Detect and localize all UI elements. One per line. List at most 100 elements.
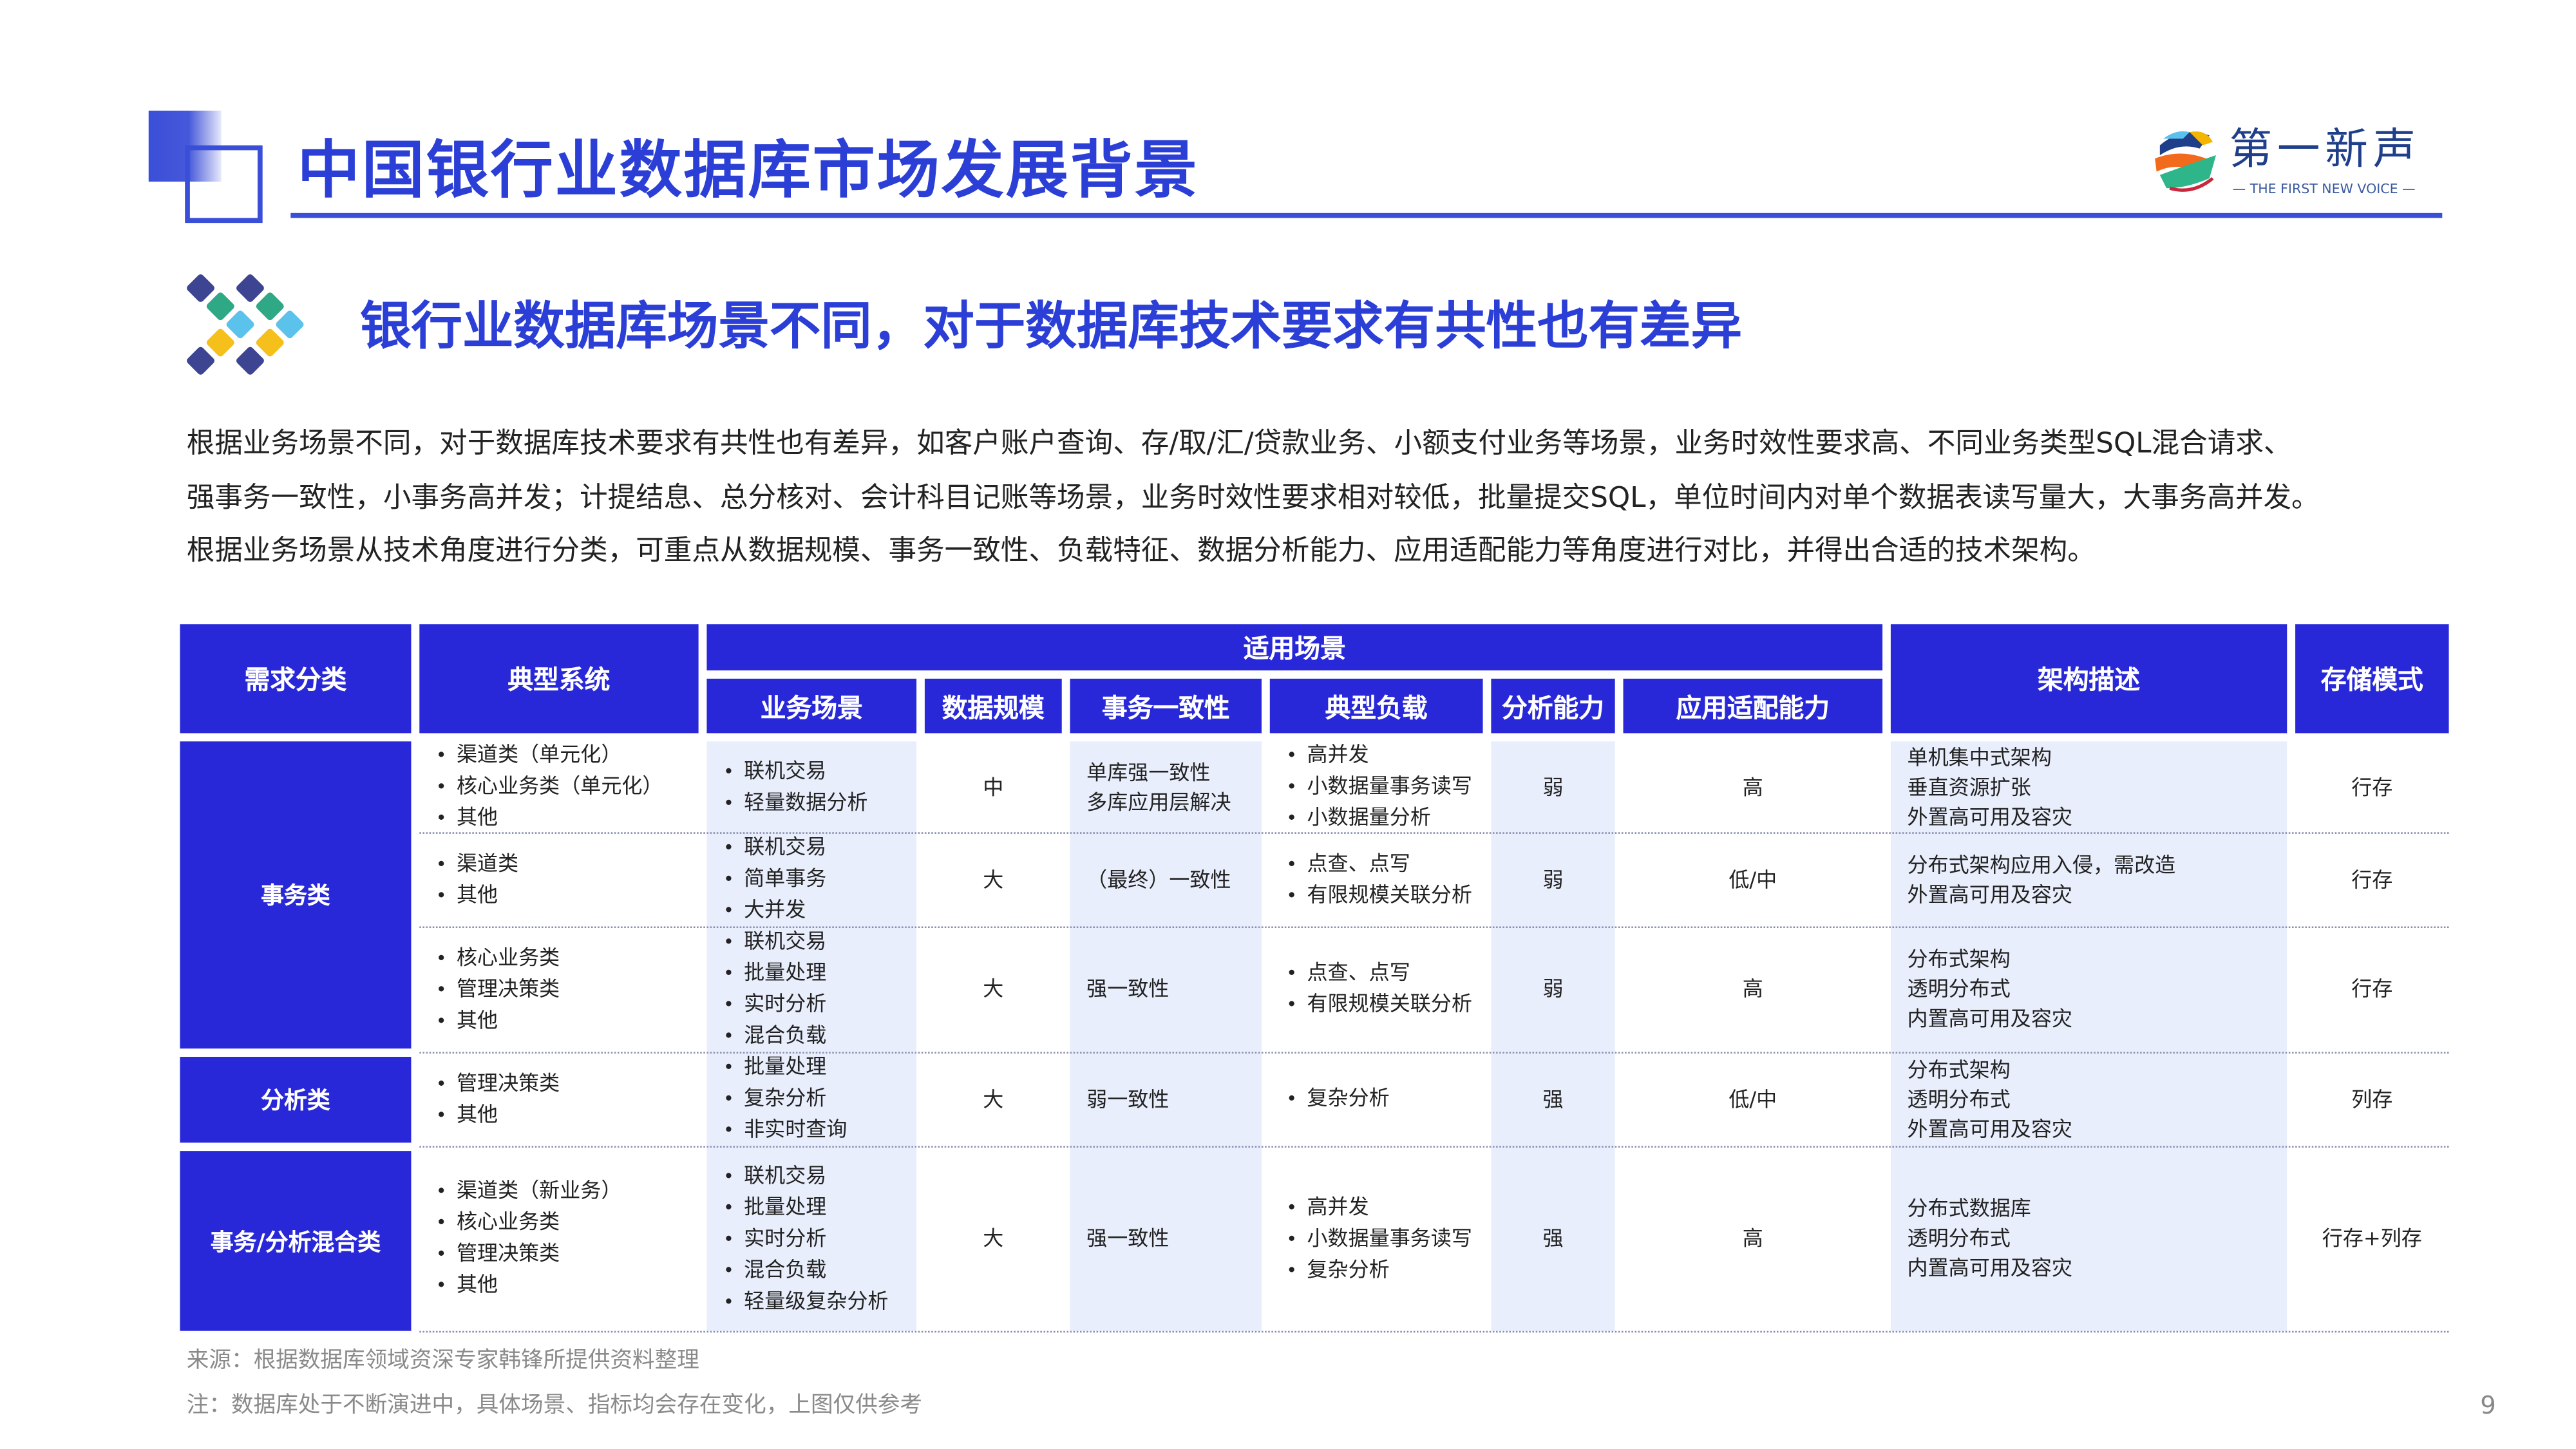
header-scenario: 业务场景 bbox=[706, 678, 917, 734]
cell-value: 弱 bbox=[1542, 976, 1564, 1001]
bullet-item: 渠道类（新业务） bbox=[436, 1176, 699, 1208]
cell-value: 强 bbox=[1542, 1085, 1564, 1111]
bullet-item: 混合负载 bbox=[723, 1021, 916, 1052]
cell-adaptability: 高 bbox=[1624, 1146, 1883, 1331]
cell-scale: 大 bbox=[925, 1052, 1062, 1146]
bullet-item: 联机交易 bbox=[723, 755, 916, 787]
bullet-item: 复杂分析 bbox=[1286, 1083, 1482, 1115]
cell-value: 中 bbox=[983, 773, 1004, 799]
header-label: 架构描述 bbox=[2038, 665, 2141, 696]
bullet-item: 批量处理 bbox=[723, 958, 916, 989]
cell-consistency: 强一致性 bbox=[1070, 1146, 1262, 1331]
cell-value: 大 bbox=[983, 1225, 1004, 1251]
text-line: 弱一致性 bbox=[1086, 1085, 1170, 1111]
cell-scale: 中 bbox=[925, 741, 1062, 832]
paragraph-line: 根据业务场景不同，对于数据库技术要求有共性也有差异，如客户账户查询、存/取/汇/… bbox=[186, 428, 2292, 461]
cell-scenario: 批量处理复杂分析非实时查询 bbox=[706, 1052, 916, 1146]
bullet-item: 管理决策类 bbox=[436, 1238, 699, 1270]
cell-value: 大 bbox=[983, 976, 1004, 1001]
cell-consistency: 弱一致性 bbox=[1070, 1052, 1262, 1146]
cell-architecture: 分布式架构应用入侵，需改造 外置高可用及容灾 bbox=[1891, 832, 2287, 926]
cell-value: 高 bbox=[1742, 976, 1763, 1001]
logo-text: 第一新声 bbox=[2229, 125, 2421, 175]
cell-load: 高并发小数据量事务读写复杂分析 bbox=[1270, 1146, 1483, 1331]
bullet-item: 其他 bbox=[436, 1099, 699, 1130]
bullet-item: 渠道类 bbox=[436, 848, 699, 880]
bullet-item: 核心业务类 bbox=[436, 942, 699, 974]
bullet-item: 管理决策类 bbox=[436, 1068, 699, 1099]
cell-value: 弱 bbox=[1542, 773, 1564, 799]
cell-consistency: 单库强一致性 多库应用层解决 bbox=[1070, 741, 1262, 832]
text-line: 单库强一致性 bbox=[1086, 759, 1211, 784]
cell-storage: 列存 bbox=[2295, 1052, 2448, 1146]
cell-scenario: 联机交易轻量数据分析 bbox=[706, 741, 916, 832]
header-analysis: 分析能力 bbox=[1491, 678, 1615, 734]
logo-globe-icon bbox=[2155, 131, 2217, 192]
bullet-item: 实时分析 bbox=[723, 1223, 916, 1255]
page-number: 9 bbox=[2480, 1390, 2496, 1421]
header-label: 典型系统 bbox=[507, 665, 611, 696]
text-line: 透明分布式 bbox=[1907, 1225, 2011, 1251]
row-divider bbox=[419, 1331, 2449, 1333]
cell-system: 核心业务类管理决策类其他 bbox=[419, 926, 698, 1052]
bullet-item: 渠道类（单元化） bbox=[436, 740, 699, 772]
cell-analysis: 强 bbox=[1491, 1146, 1615, 1331]
row-divider bbox=[419, 926, 2449, 929]
header-label: 业务场景 bbox=[760, 692, 863, 723]
cell-value: 高 bbox=[1742, 1225, 1763, 1251]
cell-analysis: 强 bbox=[1491, 1052, 1615, 1146]
bullet-item: 轻量级复杂分析 bbox=[723, 1285, 916, 1317]
bullet-item: 联机交易 bbox=[723, 832, 916, 864]
header-architecture: 架构描述 bbox=[1890, 624, 2287, 734]
cell-consistency: （最终）一致性 bbox=[1070, 832, 1262, 926]
bullet-item: 点查、点写 bbox=[1286, 958, 1482, 989]
text-line: 外置高可用及容灾 bbox=[1907, 880, 2072, 906]
cell-value: 行存+列存 bbox=[2322, 1225, 2422, 1251]
bullet-item: 复杂分析 bbox=[1286, 1254, 1482, 1285]
cell-architecture: 分布式数据库 透明分布式 内置高可用及容灾 bbox=[1891, 1146, 2287, 1331]
category-cell: 事务/分析混合类 bbox=[180, 1151, 412, 1331]
header-storage: 存储模式 bbox=[2295, 624, 2449, 734]
cell-architecture: 分布式架构 透明分布式 外置高可用及容灾 bbox=[1891, 1052, 2287, 1146]
bullet-item: 有限规模关联分析 bbox=[1286, 989, 1482, 1021]
bullet-item: 小数据量事务读写 bbox=[1286, 1223, 1482, 1255]
header-label: 分析能力 bbox=[1502, 692, 1605, 723]
header-load: 典型负载 bbox=[1269, 678, 1483, 734]
cell-system: 渠道类（新业务）核心业务类管理决策类其他 bbox=[419, 1146, 698, 1331]
text-line: 分布式架构 bbox=[1907, 1056, 2011, 1081]
bullet-item: 联机交易 bbox=[723, 926, 916, 958]
column-band-architecture bbox=[1890, 741, 2287, 1331]
cell-analysis: 弱 bbox=[1491, 926, 1615, 1052]
category-cell: 分析类 bbox=[180, 1057, 412, 1143]
cell-adaptability: 高 bbox=[1624, 741, 1883, 832]
bullet-item: 高并发 bbox=[1286, 1191, 1482, 1223]
header-consistency: 事务一致性 bbox=[1070, 678, 1262, 734]
title-underline bbox=[290, 213, 2443, 218]
header-label: 事务一致性 bbox=[1101, 692, 1230, 723]
disclaimer-note: 注：数据库处于不断演进中，具体场景、指标均会存在变化，上图仅供参考 bbox=[186, 1392, 923, 1419]
text-line: 分布式数据库 bbox=[1907, 1195, 2031, 1220]
bullet-item: 其他 bbox=[436, 879, 699, 911]
cell-adaptability: 低/中 bbox=[1624, 1052, 1883, 1146]
cell-value: 大 bbox=[983, 866, 1004, 891]
cell-value: 列存 bbox=[2351, 1085, 2393, 1111]
page-title: 中国银行业数据库市场发展背景 bbox=[297, 133, 1199, 207]
header-label: 存储模式 bbox=[2320, 665, 2423, 696]
bullet-item: 批量处理 bbox=[723, 1052, 916, 1083]
category-label: 事务类 bbox=[261, 883, 330, 910]
cell-storage: 行存+列存 bbox=[2295, 1146, 2448, 1331]
header-category: 需求分类 bbox=[180, 624, 412, 734]
cell-scenario: 联机交易批量处理实时分析混合负载轻量级复杂分析 bbox=[706, 1146, 916, 1331]
bullet-item: 非实时查询 bbox=[723, 1115, 916, 1146]
cell-storage: 行存 bbox=[2295, 741, 2448, 832]
cell-value: 强 bbox=[1542, 1225, 1564, 1251]
paragraph-line: 根据业务场景从技术角度进行分类，可重点从数据规模、事务一致性、负载特征、数据分析… bbox=[186, 535, 2096, 569]
bullet-item: 简单事务 bbox=[723, 864, 916, 895]
header-scale: 数据规模 bbox=[924, 678, 1062, 734]
header-adaptability: 应用适配能力 bbox=[1623, 678, 1883, 734]
column-band-consistency bbox=[1070, 741, 1262, 1331]
cell-value: 大 bbox=[983, 1085, 1004, 1111]
column-band-analysis bbox=[1491, 741, 1615, 1331]
category-cell: 事务类 bbox=[180, 741, 412, 1049]
